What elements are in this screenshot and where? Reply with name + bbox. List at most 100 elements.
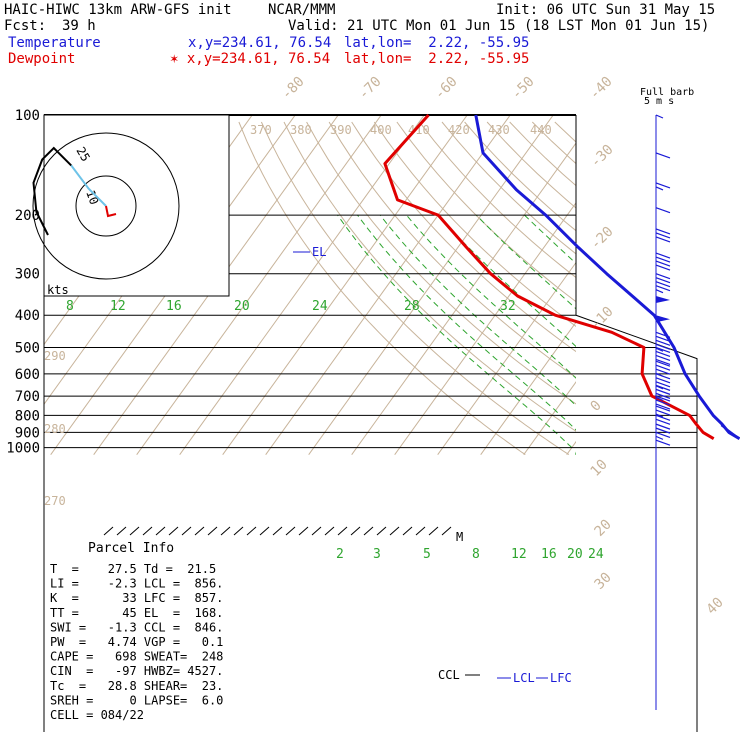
theta-label: 290 [44,349,66,363]
moist-adiabat-line [476,214,576,310]
parcel-row: SWI = -1.3 CCL = 846. [50,620,223,634]
hodograph-trace-low [70,164,107,207]
barb-full [655,343,671,350]
barb-full [655,381,671,388]
parcel-path [720,424,740,440]
pressure-label: 600 [15,367,40,383]
temperature-location: x,y=234.61, 76.54 [188,35,332,51]
isotherm-label: 40 [704,595,727,618]
dry-adiabat-line [238,121,526,456]
hatch-mark [168,526,179,536]
barb-full [655,395,671,402]
isotherm-label: -70 [356,74,385,103]
hatch-mark [142,526,153,536]
hatch-mark [350,526,361,536]
parcel-row: Tc = 28.8 SHEAR= 23. [50,679,223,693]
dry-adiabat-line [486,121,576,209]
lcl-label: LCL [513,671,535,685]
mixing-ratio-label: 2 [336,547,344,562]
barb-full [655,377,671,384]
barb-full [655,427,671,434]
barb-full [655,439,671,446]
isotherm-label: 30 [592,570,615,593]
isotherm-line [437,261,576,455]
isotherm-line [523,381,576,455]
barb-full [655,339,671,346]
init-time: Init: 06 UTC Sun 31 May 15 [496,2,716,18]
dry-adiabat-line [396,121,576,303]
hatch-mark [389,526,400,536]
isotherm-label: 0 [588,398,605,415]
barb-full [655,403,671,410]
barb-full [655,418,671,425]
ccl-label: CCL [438,668,460,682]
hodograph-storm-motion [105,205,117,218]
dewpoint-legend: Dewpoint [8,51,76,67]
barb-full [655,264,671,271]
barb-full [655,405,671,412]
barb-full [655,364,671,371]
hatch-mark [246,526,257,536]
barb-flag [656,315,670,323]
hodograph-ring-25 [32,132,180,280]
mixing-ratio-label: 28 [404,299,420,314]
isotherm-label: 20 [592,517,615,540]
theta-label: 400 [370,123,392,137]
barb-full [655,260,671,267]
barb-full [655,252,671,259]
sounding-profiles: EL M CCL LCL LFC [103,113,740,685]
mixing-ratio-line [720,208,740,455]
barb-full [655,285,671,292]
dry-adiabat-line [623,122,740,455]
barb-full [655,392,671,399]
barb-legend-title: Full barb [640,87,694,98]
parcel-row: T = 27.5 Td = 21.5 [50,562,216,576]
mixing-ratio-label: 20 [234,299,250,314]
mixing-ratio-label: 12 [110,299,126,314]
dewpoint-profile [383,113,715,440]
dry-adiabat-line [531,121,576,165]
temperature-profile [474,114,740,440]
pressure-label: 300 [15,267,40,283]
dry-adiabat-line [464,121,576,232]
mixing-ratio-label: 16 [541,547,557,562]
isotherm-label: -80 [279,74,308,103]
mixing-ratio-label: 24 [588,547,604,562]
isotherm-label: -30 [588,142,617,171]
barb-half [655,289,664,294]
theta-label: 380 [290,123,312,137]
model-title: HAIC-HIWC 13km ARW-GFS init [4,2,232,18]
mixing-ratio-label: 32 [500,299,516,314]
barb-full [655,384,671,391]
barb-full [655,182,671,189]
dry-adiabat-line [419,121,576,279]
barb-full [655,409,671,416]
parcel-row: CIN = -97 HWBZ= 4527. [50,664,223,678]
hatch-mark [441,526,452,536]
hatch-mark [194,526,205,536]
isotherm-line [394,201,576,455]
parcel-title: Parcel Info [88,541,174,556]
right-border-step [575,314,698,732]
pressure-label: 800 [15,408,40,424]
pressure-label: 700 [15,389,40,405]
hatch-mark [363,526,374,536]
dewpoint-location: ✶ x,y=234.61, 76.54 [170,51,331,67]
temperature-latlon: lat,lon= 2.22, -55.95 [344,35,530,51]
moist-adiabat-line [653,215,740,448]
barb-full [655,228,671,235]
pressure-label: 500 [15,340,40,356]
fcst-value: 39 h [62,18,96,34]
barb-half [655,114,664,119]
parcel-row: K = 33 LFC = 857. [50,591,223,605]
hatch-mark [272,526,283,536]
theta-label: 430 [488,123,510,137]
mixing-ratio-label: 5 [423,547,431,562]
barb-legend-unit: 5 m s [644,96,674,107]
dewpoint-latlon: lat,lon= 2.22, -55.95 [344,51,530,67]
dry-adiabat-line [306,121,576,405]
isotherm-line [179,115,425,455]
barb-full [655,350,671,358]
barb-full [655,152,671,159]
barb-full [655,335,671,342]
